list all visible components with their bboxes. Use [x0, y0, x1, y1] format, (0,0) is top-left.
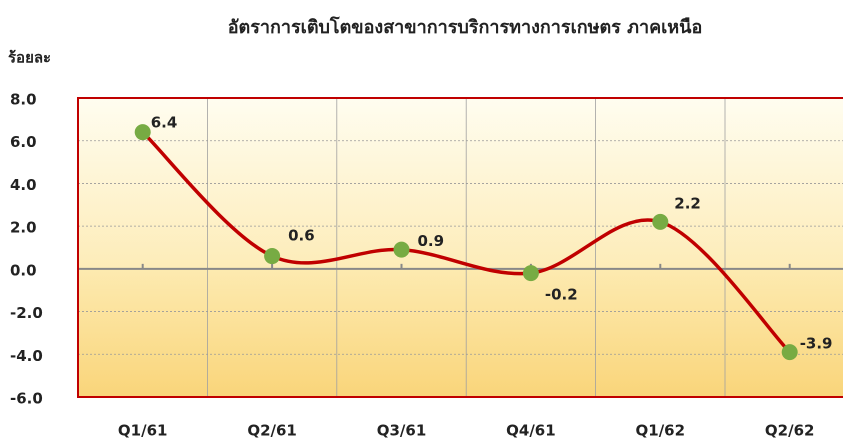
y-tick-label: 2.0 — [10, 219, 37, 237]
x-tick-label: Q1/62 — [636, 422, 686, 440]
data-label: -3.9 — [800, 335, 833, 353]
y-tick-label: -4.0 — [10, 347, 43, 365]
y-tick-label: 6.0 — [10, 133, 37, 151]
x-tick-label: Q4/61 — [506, 422, 556, 440]
plot-bg-lower — [78, 268, 843, 397]
series-line — [141, 130, 791, 354]
x-tick-label: Q3/61 — [377, 422, 427, 440]
plot-border — [77, 97, 843, 398]
y-tick-label: 4.0 — [10, 176, 37, 194]
x-tick-label: Q2/61 — [247, 422, 297, 440]
point-marker — [522, 265, 539, 282]
x-tick-label: Q2/62 — [765, 422, 815, 440]
point-marker — [652, 213, 669, 230]
chart-title: อัตราการเติบโตของสาขาการบริการทางการเกษต… — [228, 16, 703, 38]
x-tick-label: Q1/61 — [118, 422, 168, 440]
point-marker — [134, 124, 151, 141]
data-label: 2.2 — [674, 194, 701, 212]
point-marker — [264, 248, 281, 265]
data-label: -0.2 — [545, 286, 578, 304]
data-label: 0.6 — [288, 227, 315, 245]
y-tick-label: -6.0 — [10, 390, 43, 408]
y-tick-label: 8.0 — [10, 91, 37, 109]
data-label: 6.4 — [151, 114, 178, 132]
plot-bg-upper — [78, 98, 843, 269]
point-marker — [781, 344, 798, 361]
point-marker — [393, 241, 410, 258]
y-tick-label: 0.0 — [10, 261, 37, 279]
y-axis-label: ร้อยละ — [8, 49, 51, 67]
data-label: 0.9 — [418, 232, 445, 250]
y-tick-label: -2.0 — [10, 304, 43, 322]
